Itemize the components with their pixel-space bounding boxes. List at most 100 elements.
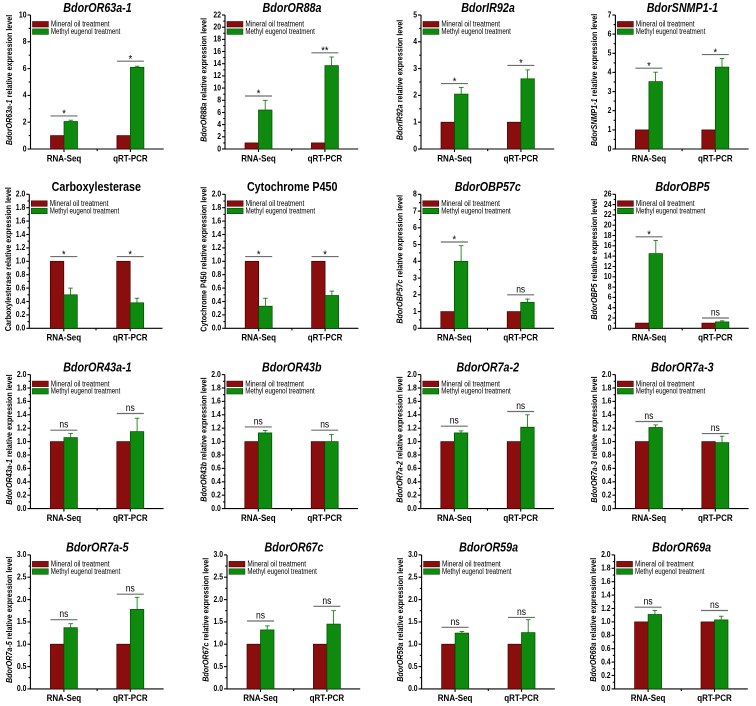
svg-text:RNA-Seq: RNA-Seq [438,692,473,703]
svg-text:Mineral oil treatment: Mineral oil treatment [247,560,306,569]
svg-text:Methyl eugenol treatment: Methyl eugenol treatment [245,27,315,36]
svg-text:qRT-PCR: qRT-PCR [113,152,148,163]
svg-text:0.8: 0.8 [407,450,417,459]
svg-text:*: * [62,249,66,261]
svg-text:Mineral oil treatment: Mineral oil treatment [51,379,110,388]
svg-text:4: 4 [608,303,612,312]
svg-text:relative expression level: relative expression level [588,558,598,641]
svg-text:4: 4 [217,120,221,129]
svg-text:0.4: 0.4 [212,297,222,306]
svg-text:Methyl eugenol treatment: Methyl eugenol treatment [51,567,121,576]
svg-text:RNA-Seq: RNA-Seq [241,152,276,163]
svg-text:RNA-Seq: RNA-Seq [437,152,472,163]
svg-text:ns: ns [320,420,329,431]
svg-text:Methyl eugenol treatment: Methyl eugenol treatment [441,387,511,396]
svg-text:Methyl eugenol treatment: Methyl eugenol treatment [636,27,706,36]
svg-text:0: 0 [217,144,221,153]
svg-text:1.8: 1.8 [211,383,221,392]
svg-text:Methyl eugenol treatment: Methyl eugenol treatment [246,206,316,215]
svg-text:1: 1 [413,118,417,127]
svg-text:0.6: 0.6 [212,283,222,292]
svg-text:*: * [62,108,66,120]
svg-text:ns: ns [517,607,526,618]
svg-text:0.0: 0.0 [17,684,27,693]
svg-text:0.8: 0.8 [17,450,27,459]
svg-text:BdorOBP5: BdorOBP5 [655,180,710,194]
svg-text:BdorOR7a-3: BdorOR7a-3 [589,461,599,503]
svg-text:14: 14 [604,251,612,260]
svg-text:RNA-Seq: RNA-Seq [437,512,472,523]
svg-text:Mineral oil treatment: Mineral oil treatment [441,20,500,29]
svg-text:0.4: 0.4 [407,477,417,486]
svg-text:Mineral oil treatment: Mineral oil treatment [442,560,501,569]
svg-text:Methyl eugenol treatment: Methyl eugenol treatment [442,567,512,576]
svg-text:relative expression level: relative expression level [394,376,404,459]
svg-text:1.6: 1.6 [601,577,611,586]
svg-text:5: 5 [413,10,417,19]
svg-text:RNA-Seq: RNA-Seq [632,332,667,343]
svg-text:8: 8 [608,282,612,291]
svg-text:2.0: 2.0 [212,190,222,199]
svg-text:8: 8 [217,96,221,105]
svg-text:26: 26 [604,190,612,199]
svg-text:1.4: 1.4 [407,410,417,419]
svg-text:ns: ns [711,308,720,319]
svg-text:0.8: 0.8 [602,450,612,459]
svg-text:0: 0 [23,144,27,153]
svg-text:relative expression level: relative expression level [4,557,14,640]
svg-text:7: 7 [413,206,417,215]
svg-text:BdorOR59a: BdorOR59a [395,642,405,682]
svg-text:1.0: 1.0 [601,617,611,626]
svg-text:4: 4 [413,257,417,266]
svg-text:0.0: 0.0 [212,324,222,333]
svg-text:relative expression level: relative expression level [394,195,404,278]
svg-text:18: 18 [604,231,612,240]
svg-text:*: * [453,234,457,246]
svg-text:ns: ns [710,600,719,611]
svg-text:qRT-PCR: qRT-PCR [503,332,538,343]
svg-text:0: 0 [413,324,417,333]
svg-text:1.2: 1.2 [407,424,417,433]
svg-text:RNA-Seq: RNA-Seq [47,152,82,163]
svg-text:2: 2 [23,118,27,127]
svg-text:RNA-Seq: RNA-Seq [47,692,82,703]
svg-text:0.4: 0.4 [211,477,221,486]
svg-text:0.4: 0.4 [16,297,26,306]
svg-text:ns: ns [711,423,720,434]
svg-text:1.2: 1.2 [601,604,611,613]
svg-text:1.0: 1.0 [16,257,26,266]
svg-text:1.4: 1.4 [212,230,222,239]
svg-text:2: 2 [608,313,612,322]
svg-text:BdorOR43a-1: BdorOR43a-1 [4,459,14,505]
svg-text:RNA-Seq: RNA-Seq [241,332,276,343]
svg-text:Mineral oil treatment: Mineral oil treatment [441,379,500,388]
svg-text:relative expression level: relative expression level [589,199,599,282]
svg-text:ns: ns [126,584,135,595]
svg-text:relative expression level: relative expression level [199,18,209,101]
svg-text:8: 8 [23,37,27,46]
svg-text:BdorOR7a-2: BdorOR7a-2 [457,360,520,374]
svg-text:**: ** [321,45,329,57]
svg-text:Methyl eugenol treatment: Methyl eugenol treatment [51,27,121,36]
svg-text:0.4: 0.4 [601,657,611,666]
svg-text:BdorOR59a: BdorOR59a [459,541,518,555]
svg-text:1.6: 1.6 [212,216,222,225]
svg-text:qRT-PCR: qRT-PCR [698,512,733,523]
svg-text:Methyl eugenol treatment: Methyl eugenol treatment [635,567,705,576]
svg-text:*: * [453,76,457,88]
svg-text:1.4: 1.4 [211,410,221,419]
svg-text:ns: ns [516,401,525,412]
svg-text:0.5: 0.5 [408,662,418,671]
svg-text:22: 22 [604,210,612,219]
svg-text:BdorOBP57c: BdorOBP57c [455,180,521,194]
svg-text:BdorIR92a: BdorIR92a [395,104,405,140]
svg-text:20: 20 [213,23,221,32]
svg-text:0.2: 0.2 [17,491,27,500]
svg-text:0.0: 0.0 [17,504,27,513]
svg-text:1.2: 1.2 [17,424,27,433]
svg-text:*: * [647,229,651,241]
svg-text:0.5: 0.5 [214,662,224,671]
svg-text:0.8: 0.8 [16,270,26,279]
svg-text:relative expression level: relative expression level [395,558,405,641]
svg-text:*: * [323,249,327,261]
